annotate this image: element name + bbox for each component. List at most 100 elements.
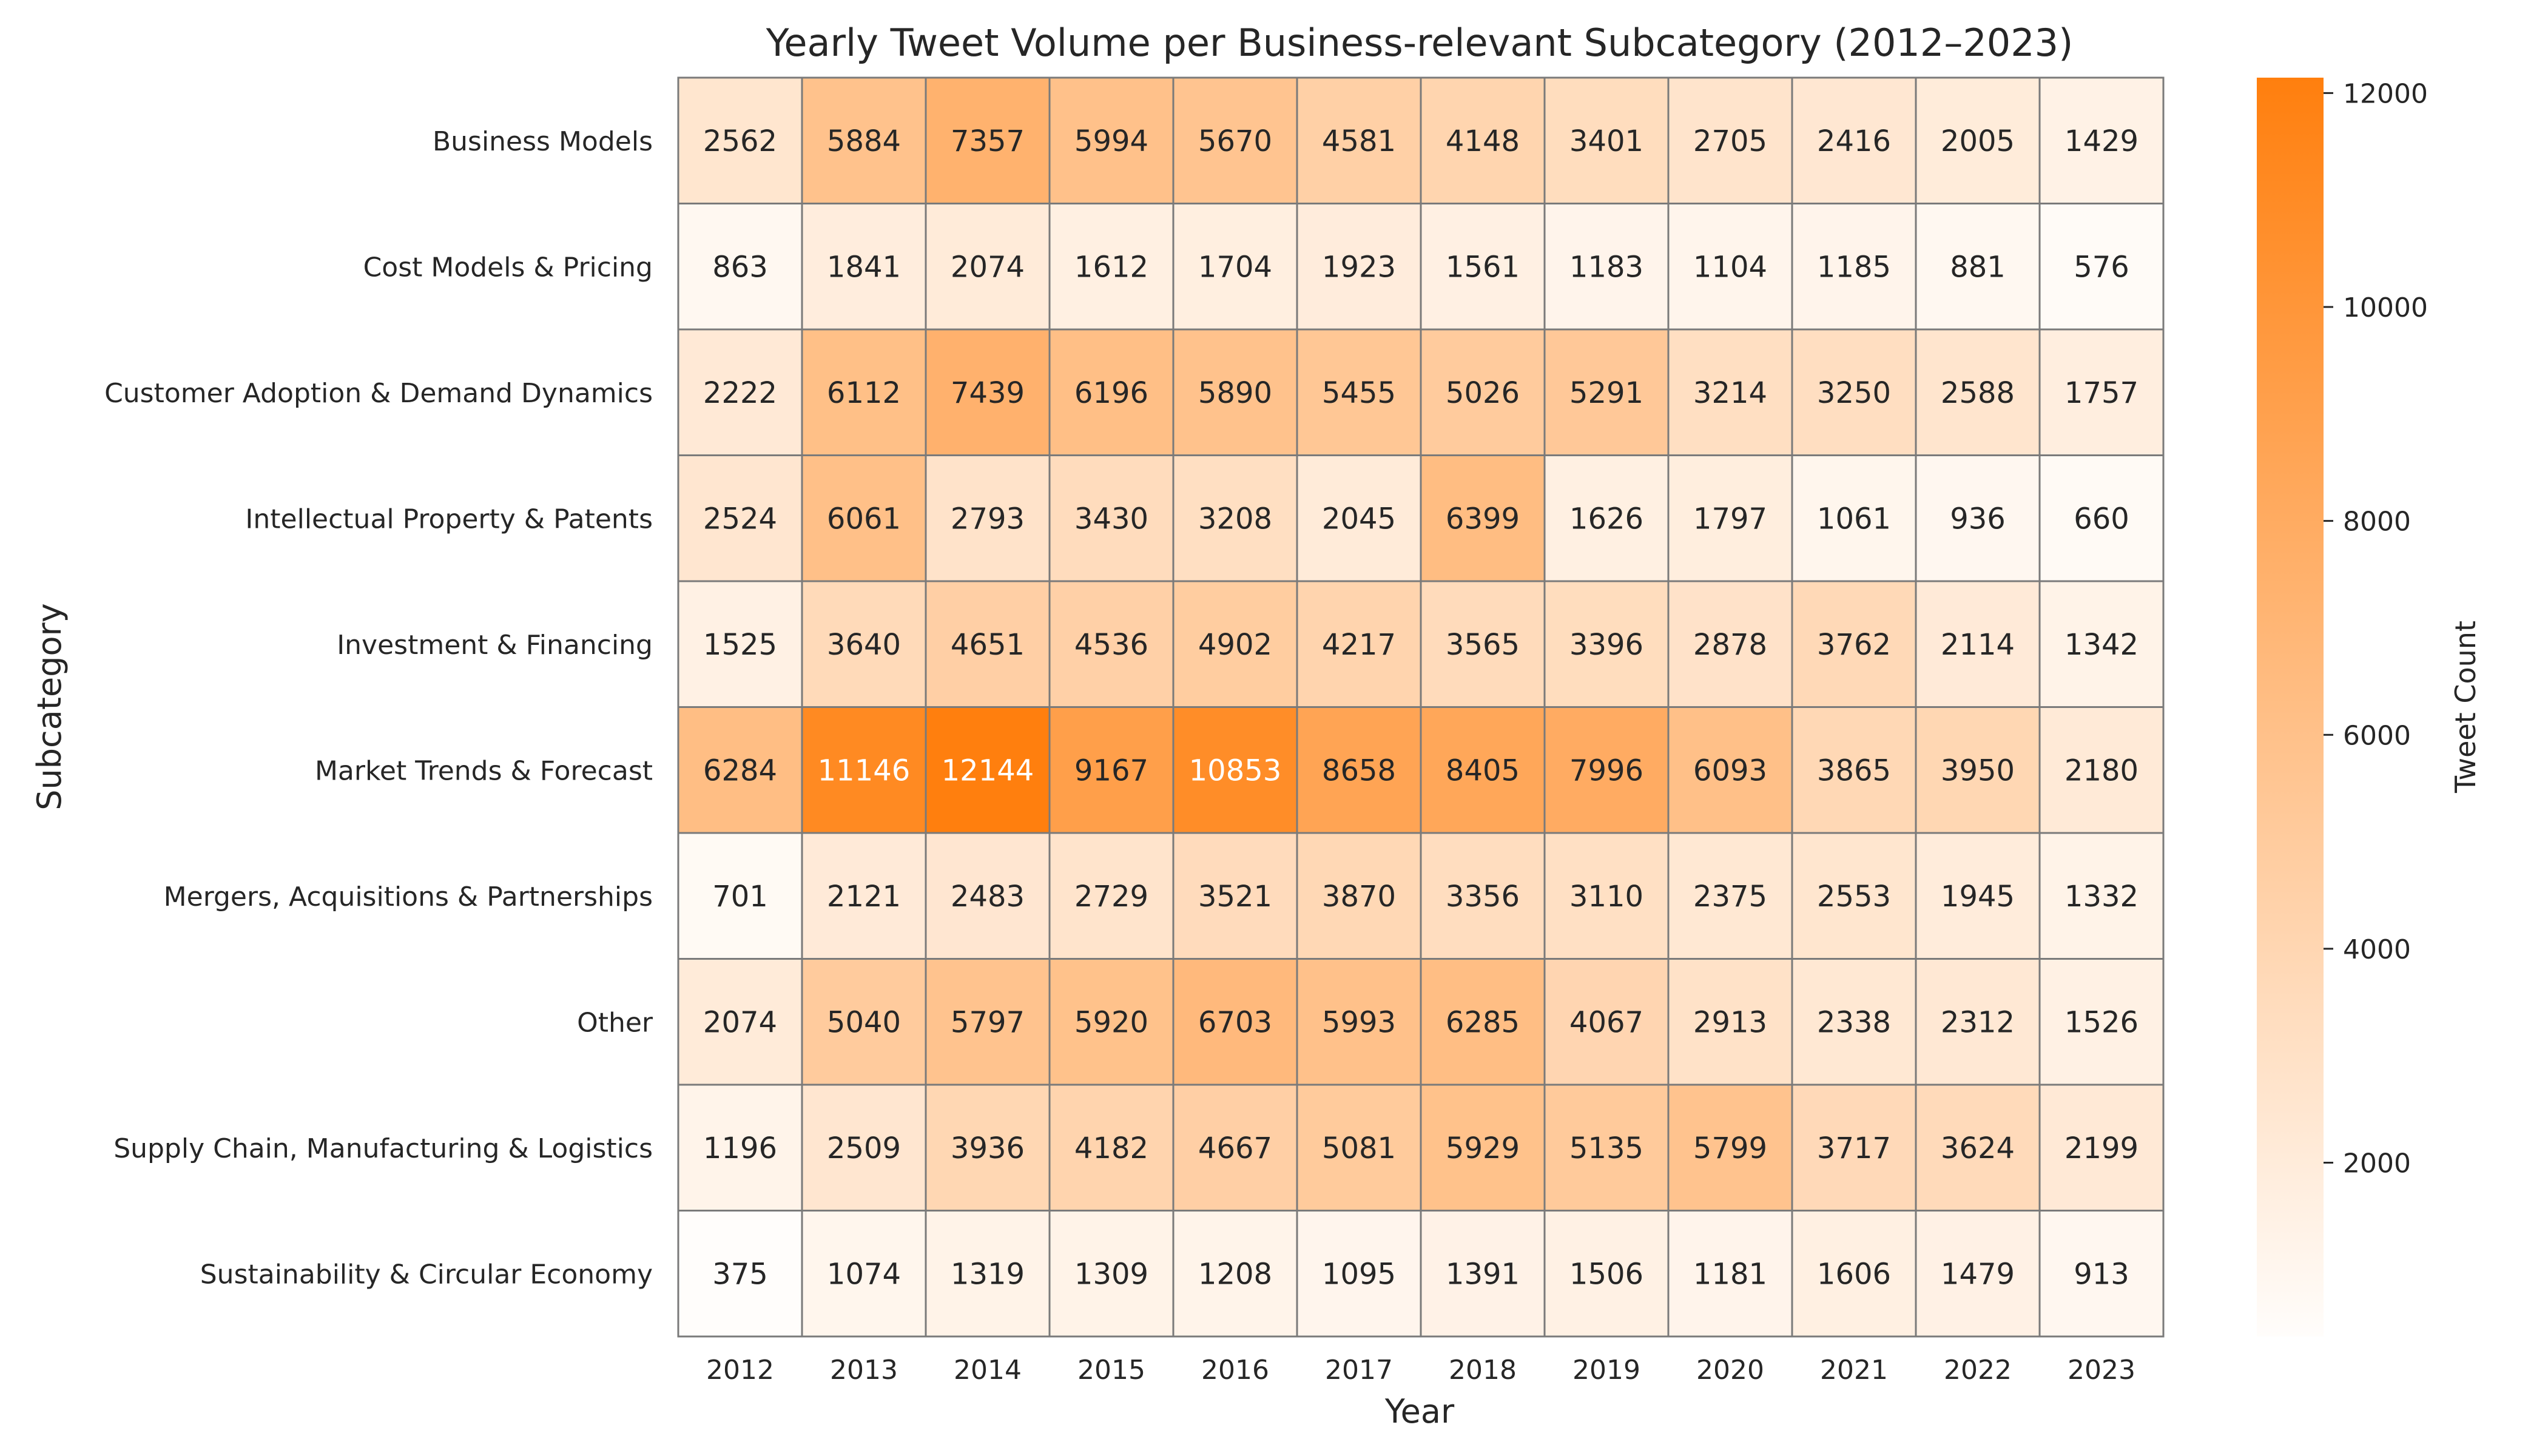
cell-value-label: 2199 bbox=[2064, 1131, 2138, 1165]
heatmap-cell bbox=[1915, 958, 2041, 1086]
cell-value-label: 2913 bbox=[1693, 1005, 1767, 1039]
heatmap-cell bbox=[1172, 328, 1298, 456]
cell-value-label: 3565 bbox=[1446, 628, 1520, 662]
heatmap-cell bbox=[1915, 580, 2041, 708]
heatmap-cell bbox=[1543, 580, 1670, 708]
cell-value-label: 11146 bbox=[818, 753, 911, 787]
heatmap-cell bbox=[1172, 1210, 1298, 1338]
cell-value-label: 5884 bbox=[827, 124, 901, 158]
heatmap-cell bbox=[1172, 203, 1298, 331]
cell-value-label: 1183 bbox=[1569, 250, 1643, 284]
heatmap-cell bbox=[1791, 958, 1917, 1086]
heatmap-cell bbox=[1543, 958, 1670, 1086]
heatmap-cell bbox=[801, 1084, 927, 1212]
cell-value-label: 2553 bbox=[1817, 880, 1891, 914]
cell-value-label: 1391 bbox=[1446, 1257, 1520, 1291]
cell-value-label: 863 bbox=[712, 250, 768, 284]
heatmap-cell bbox=[801, 203, 927, 331]
column-label: 2014 bbox=[954, 1355, 1022, 1386]
heatmap-cell bbox=[1791, 76, 1917, 204]
colorbar-tick-label: 8000 bbox=[2343, 507, 2411, 538]
heatmap-cell bbox=[677, 454, 803, 582]
cell-value-label: 2312 bbox=[1941, 1005, 2015, 1039]
cell-value-label: 5135 bbox=[1569, 1131, 1643, 1165]
cell-value-label: 2180 bbox=[2064, 753, 2138, 787]
cell-value-label: 7439 bbox=[951, 376, 1025, 410]
heatmap-cell bbox=[1915, 454, 2041, 582]
cell-value-label: 5929 bbox=[1446, 1131, 1520, 1165]
cell-value-label: 2793 bbox=[951, 502, 1025, 536]
heatmap-cell bbox=[1048, 958, 1175, 1086]
heatmap-cell bbox=[1667, 203, 1793, 331]
cell-value-label: 12144 bbox=[942, 753, 1034, 787]
cell-value-label: 5993 bbox=[1322, 1005, 1396, 1039]
heatmap-cell bbox=[1048, 706, 1175, 834]
heatmap-cell bbox=[2038, 203, 2165, 331]
row-label: Customer Adoption & Demand Dynamics bbox=[104, 378, 653, 409]
cell-value-label: 1757 bbox=[2064, 376, 2138, 410]
cell-value-label: 1309 bbox=[1074, 1257, 1148, 1291]
cell-value-label: 1196 bbox=[703, 1131, 777, 1165]
heatmap-cell bbox=[1543, 76, 1670, 204]
colorbar-tick-label: 2000 bbox=[2343, 1148, 2411, 1179]
heatmap-cell bbox=[1172, 580, 1298, 708]
heatmap-cell bbox=[1543, 1210, 1670, 1338]
cell-value-label: 1945 bbox=[1941, 880, 2015, 914]
heatmap-cell bbox=[1296, 832, 1422, 960]
heatmap-cell bbox=[1420, 203, 1546, 331]
cell-value-label: 3624 bbox=[1941, 1131, 2015, 1165]
heatmap-cell bbox=[1420, 454, 1546, 582]
cell-value-label: 8658 bbox=[1322, 753, 1396, 787]
heatmap-cell bbox=[801, 76, 927, 204]
x-axis-label: Year bbox=[1384, 1392, 1455, 1431]
heatmap-cell bbox=[1791, 832, 1917, 960]
cell-value-label: 1074 bbox=[827, 1257, 901, 1291]
cell-value-label: 3762 bbox=[1817, 628, 1891, 662]
heatmap-cell bbox=[1048, 1210, 1175, 1338]
cell-value-label: 701 bbox=[712, 880, 768, 914]
row-label: Other bbox=[577, 1007, 653, 1038]
cell-value-label: 5026 bbox=[1446, 376, 1520, 410]
cell-value-label: 5670 bbox=[1198, 124, 1272, 158]
heatmap-cell bbox=[801, 580, 927, 708]
cell-value-label: 10853 bbox=[1189, 753, 1282, 787]
cell-value-label: 3870 bbox=[1322, 880, 1396, 914]
heatmap-cell bbox=[925, 580, 1051, 708]
cell-value-label: 1208 bbox=[1198, 1257, 1272, 1291]
heatmap-cell bbox=[2038, 328, 2165, 456]
cell-value-label: 1704 bbox=[1198, 250, 1272, 284]
cell-value-label: 1797 bbox=[1693, 502, 1767, 536]
cell-value-label: 5890 bbox=[1198, 376, 1272, 410]
heatmap-cell bbox=[1420, 958, 1546, 1086]
cell-value-label: 1332 bbox=[2064, 880, 2138, 914]
heatmap-cell bbox=[1048, 328, 1175, 456]
cell-value-label: 936 bbox=[1950, 502, 2006, 536]
cell-value-label: 2121 bbox=[827, 880, 901, 914]
cell-value-label: 1181 bbox=[1693, 1257, 1767, 1291]
heatmap-cell bbox=[677, 580, 803, 708]
row-label: Business Models bbox=[433, 126, 653, 157]
cell-value-label: 2005 bbox=[1941, 124, 2015, 158]
column-label: 2019 bbox=[1572, 1355, 1640, 1386]
cell-value-label: 3396 bbox=[1569, 628, 1643, 662]
heatmap-cell bbox=[925, 328, 1051, 456]
cell-value-label: 4667 bbox=[1198, 1131, 1272, 1165]
cell-value-label: 5455 bbox=[1322, 376, 1396, 410]
cell-value-label: 1479 bbox=[1941, 1257, 2015, 1291]
cell-value-label: 1506 bbox=[1569, 1257, 1643, 1291]
heatmap-cell bbox=[1791, 454, 1917, 582]
cell-value-label: 2416 bbox=[1817, 124, 1891, 158]
heatmap-cell bbox=[925, 454, 1051, 582]
cell-value-label: 6196 bbox=[1074, 376, 1148, 410]
colorbar-gradient bbox=[2257, 78, 2324, 1336]
heatmap-cell bbox=[1296, 1084, 1422, 1212]
cell-value-label: 7357 bbox=[951, 124, 1025, 158]
heatmap-cell bbox=[1667, 832, 1793, 960]
cell-value-label: 1095 bbox=[1322, 1257, 1396, 1291]
heatmap-cell bbox=[1296, 706, 1422, 834]
cell-value-label: 4902 bbox=[1198, 628, 1272, 662]
cell-value-label: 6093 bbox=[1693, 753, 1767, 787]
cell-value-label: 2074 bbox=[703, 1005, 777, 1039]
column-label: 2022 bbox=[1944, 1355, 2012, 1386]
heatmap-cell bbox=[1420, 328, 1546, 456]
